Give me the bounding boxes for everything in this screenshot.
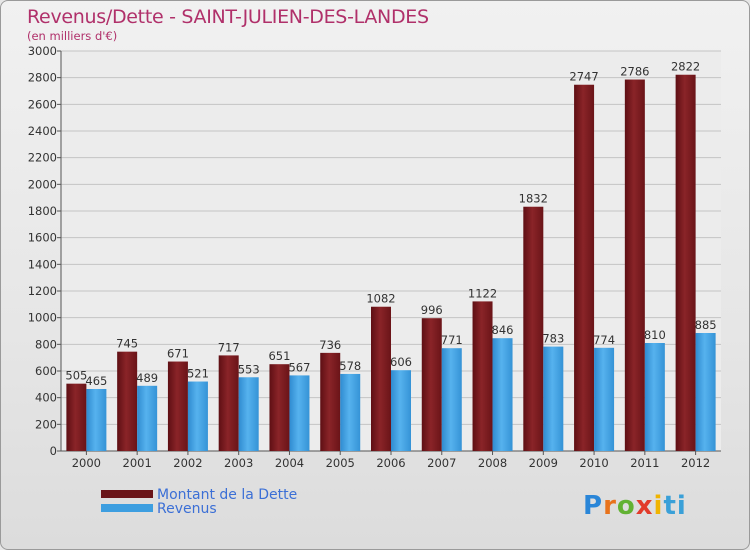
data-label-debt-2003: 717 [218,340,240,354]
data-label-revenue-2011: 810 [644,328,666,342]
legend-swatch-debt [101,490,153,498]
bar-revenue-2011 [644,343,665,451]
bar-debt-2005 [320,352,341,451]
bar-revenue-2000 [86,389,107,451]
data-label-revenue-2006: 606 [390,355,412,369]
data-label-debt-2010: 2747 [569,70,598,84]
y-tick-label: 400 [35,391,57,405]
logo-letter: t [663,491,677,521]
bar-debt-2001 [117,351,138,451]
data-label-revenue-2003: 553 [238,362,260,376]
y-tick-label: 2000 [28,177,57,191]
bar-debt-2003 [218,355,239,451]
legend-swatch-revenue [101,504,153,512]
data-label-revenue-2009: 783 [542,332,564,346]
y-tick-label: 0 [50,444,57,458]
x-tick-label: 2002 [173,456,202,470]
bar-revenue-2002 [187,381,208,451]
bar-debt-2006 [371,306,391,451]
data-label-debt-2007: 996 [421,303,443,317]
x-tick-label: 2004 [275,456,304,470]
y-tick-label: 2800 [28,71,57,85]
data-label-revenue-2004: 567 [288,360,310,374]
data-label-debt-2004: 651 [268,349,290,363]
bar-debt-2002 [167,361,188,451]
x-tick-label: 2008 [478,456,507,470]
y-tick-label: 2400 [28,124,57,138]
x-tick-label: 2010 [579,456,608,470]
data-label-debt-2006: 1082 [366,292,395,306]
chart-title: Revenus/Dette - SAINT-JULIEN-DES-LANDES [27,6,429,28]
bar-revenue-2004 [289,375,310,451]
x-tick-label: 2011 [630,456,659,470]
legend-label-revenue: Revenus [157,501,217,517]
y-tick-label: 1200 [28,284,57,298]
bar-revenue-2001 [137,385,158,451]
bar-revenue-2003 [238,377,259,451]
data-label-revenue-2001: 489 [136,371,158,385]
x-tick-label: 2007 [427,456,456,470]
bar-debt-2007 [421,318,442,451]
data-label-debt-2002: 671 [167,347,189,361]
data-label-debt-2001: 745 [116,337,138,351]
data-label-revenue-2000: 465 [85,374,107,388]
logo-letter: x [635,491,654,521]
logo-letter: i [676,491,687,521]
bar-revenue-2005 [340,373,361,451]
bar-revenue-2006 [391,370,411,451]
bar-revenue-2010 [594,347,615,451]
data-label-debt-2012: 2822 [671,60,700,74]
y-tick-label: 600 [35,364,57,378]
y-tick-label: 1600 [28,231,57,245]
data-label-revenue-2012: 885 [695,318,717,332]
x-tick-label: 2005 [326,456,355,470]
data-label-revenue-2007: 771 [441,333,463,347]
logo-letter: o [616,491,636,521]
logo-letter: r [603,491,617,521]
x-tick-label: 2012 [681,456,710,470]
bar-revenue-2012 [695,333,716,451]
y-tick-label: 1800 [28,204,57,218]
y-tick-label: 200 [35,417,57,431]
bar-debt-2010 [574,84,595,451]
bar-debt-2004 [269,364,290,451]
data-label-debt-2011: 2786 [620,65,649,79]
chart-subtitle: (en milliers d'€) [27,29,118,43]
bar-debt-2008 [472,301,493,451]
bar-debt-2012 [675,74,696,451]
proxiti-logo: Proxiti [583,491,687,521]
data-label-debt-2000: 505 [65,369,87,383]
y-tick-label: 3000 [28,44,57,58]
y-tick-label: 1000 [28,311,57,325]
y-tick-label: 2200 [28,151,57,165]
bar-revenue-2007 [441,348,462,451]
bar-revenue-2009 [543,346,564,451]
x-tick-label: 2006 [376,456,405,470]
bar-debt-2009 [523,206,544,451]
y-tick-label: 1400 [28,257,57,271]
data-label-debt-2008: 1122 [468,286,497,300]
logo-letter: P [583,491,604,521]
x-tick-label: 2001 [123,456,152,470]
logo-letter: i [653,491,664,521]
x-tick-label: 2000 [72,456,101,470]
data-label-revenue-2005: 578 [339,359,361,373]
y-tick-label: 2600 [28,97,57,111]
data-label-debt-2009: 1832 [519,192,548,206]
y-tick-label: 800 [35,337,57,351]
legend-label-debt: Montant de la Dette [157,487,298,503]
data-label-revenue-2002: 521 [187,367,209,381]
data-label-revenue-2010: 774 [593,333,615,347]
x-tick-label: 2003 [224,456,253,470]
data-label-revenue-2008: 846 [492,323,514,337]
bar-revenue-2008 [492,338,513,451]
bar-debt-2011 [624,79,645,452]
bar-debt-2000 [66,383,87,451]
x-tick-label: 2009 [529,456,558,470]
data-label-debt-2005: 736 [319,338,341,352]
